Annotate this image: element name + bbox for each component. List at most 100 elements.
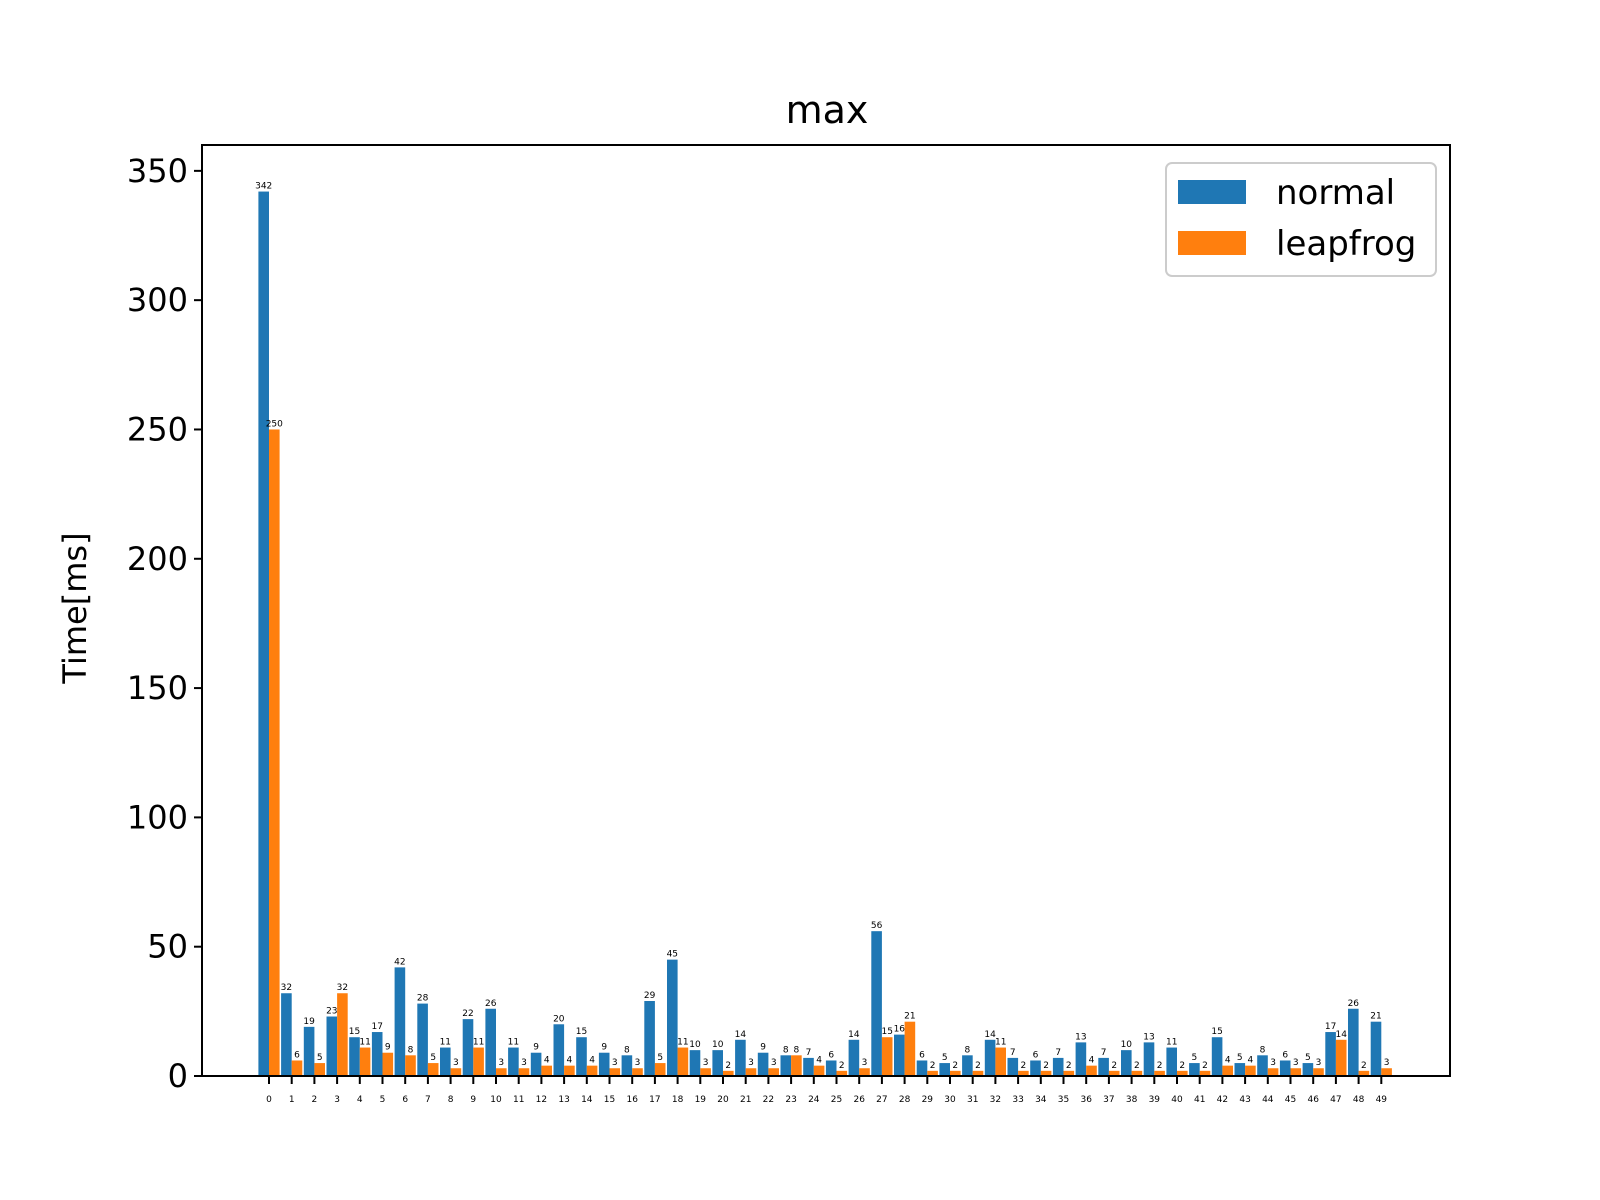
data-label-leapfrog-25: 2 — [839, 1061, 845, 1071]
bar-normal-45 — [1279, 1060, 1291, 1076]
data-label-leapfrog-35: 2 — [1066, 1061, 1072, 1071]
data-label-normal-21: 14 — [735, 1030, 747, 1040]
bar-normal-32 — [984, 1039, 996, 1076]
bar-leapfrog-11 — [518, 1068, 530, 1076]
bar-normal-22 — [757, 1052, 769, 1076]
data-label-leapfrog-0: 250 — [266, 419, 283, 429]
bar-normal-6 — [394, 967, 406, 1076]
bar-leapfrog-38 — [1131, 1070, 1143, 1076]
y-tick-label: 300 — [127, 281, 188, 319]
bar-leapfrog-37 — [1108, 1070, 1120, 1076]
data-label-leapfrog-16: 3 — [635, 1058, 641, 1068]
bar-normal-24 — [803, 1057, 814, 1076]
bar-normal-14 — [576, 1037, 587, 1076]
data-label-normal-30: 5 — [942, 1053, 948, 1063]
x-tick-label: 17 — [649, 1095, 660, 1105]
data-label-normal-35: 7 — [1055, 1048, 1061, 1058]
data-label-normal-22: 9 — [760, 1043, 766, 1053]
bar-leapfrog-35 — [1063, 1070, 1075, 1076]
bar-normal-10 — [485, 1008, 496, 1076]
bar-normal-40 — [1166, 1047, 1177, 1076]
bar-leapfrog-44 — [1267, 1068, 1279, 1076]
y-tick-label: 350 — [127, 152, 188, 190]
x-tick-label: 7 — [425, 1095, 431, 1105]
data-label-leapfrog-42: 4 — [1225, 1056, 1231, 1066]
data-label-leapfrog-17: 5 — [657, 1053, 663, 1063]
x-tick-label: 43 — [1239, 1095, 1250, 1105]
legend-label-leapfrog: leapfrog — [1276, 224, 1416, 264]
data-label-leapfrog-6: 8 — [408, 1045, 414, 1055]
x-tick-label: 39 — [1149, 1095, 1161, 1105]
data-label-normal-43: 5 — [1237, 1053, 1243, 1063]
bar-normal-17 — [644, 1001, 655, 1076]
data-label-normal-2: 19 — [303, 1017, 315, 1027]
data-label-leapfrog-28: 21 — [904, 1012, 915, 1022]
bar-normal-21 — [735, 1039, 746, 1076]
y-tick-label: 150 — [127, 669, 188, 707]
data-label-normal-42: 15 — [1211, 1027, 1222, 1037]
bar-normal-35 — [1052, 1057, 1064, 1076]
bar-normal-8 — [440, 1047, 451, 1076]
bar-leapfrog-13 — [564, 1065, 575, 1076]
bar-leapfrog-8 — [450, 1068, 462, 1076]
data-label-normal-9: 22 — [462, 1009, 473, 1019]
data-label-normal-10: 26 — [485, 999, 497, 1009]
bar-normal-47 — [1325, 1032, 1336, 1076]
data-label-leapfrog-13: 4 — [567, 1056, 573, 1066]
bar-normal-37 — [1098, 1057, 1109, 1076]
bar-leapfrog-39 — [1154, 1070, 1165, 1076]
bar-leapfrog-1 — [291, 1060, 303, 1076]
data-label-normal-36: 13 — [1075, 1032, 1086, 1042]
x-tick-label: 0 — [266, 1095, 272, 1105]
x-tick-label: 30 — [944, 1095, 956, 1105]
data-label-leapfrog-30: 2 — [952, 1061, 958, 1071]
x-tick-label: 25 — [831, 1095, 842, 1105]
bar-leapfrog-30 — [950, 1070, 961, 1076]
data-label-leapfrog-14: 4 — [589, 1056, 595, 1066]
bar-normal-12 — [530, 1052, 542, 1076]
data-label-leapfrog-49: 3 — [1384, 1058, 1390, 1068]
bar-normal-15 — [598, 1052, 610, 1076]
bar-normal-36 — [1075, 1042, 1087, 1076]
bar-leapfrog-31 — [972, 1070, 984, 1076]
data-label-normal-26: 14 — [848, 1030, 860, 1040]
bar-leapfrog-25 — [836, 1070, 848, 1076]
x-tick-label: 31 — [967, 1095, 978, 1105]
bar-normal-33 — [1007, 1057, 1019, 1076]
bar-normal-34 — [1030, 1060, 1041, 1076]
data-label-normal-47: 17 — [1325, 1022, 1336, 1032]
data-label-leapfrog-11: 3 — [521, 1058, 527, 1068]
x-tick-label: 22 — [763, 1095, 774, 1105]
legend-swatch-leapfrog — [1178, 231, 1246, 255]
data-label-normal-18: 45 — [667, 950, 678, 960]
bar-leapfrog-46 — [1313, 1068, 1324, 1076]
bar-leapfrog-26 — [859, 1068, 870, 1076]
bar-leapfrog-27 — [881, 1037, 893, 1076]
data-label-normal-24: 7 — [806, 1048, 812, 1058]
x-tick-label: 8 — [448, 1095, 454, 1105]
x-tick-label: 1 — [289, 1095, 295, 1105]
x-tick-label: 48 — [1353, 1095, 1365, 1105]
data-label-leapfrog-48: 2 — [1361, 1061, 1367, 1071]
data-label-normal-5: 17 — [371, 1022, 382, 1032]
y-tick-label: 100 — [127, 798, 188, 836]
bar-normal-30 — [939, 1063, 950, 1076]
bar-leapfrog-17 — [654, 1063, 666, 1076]
x-tick-label: 10 — [490, 1095, 502, 1105]
data-label-normal-38: 10 — [1121, 1040, 1133, 1050]
bar-leapfrog-33 — [1018, 1070, 1029, 1076]
data-label-leapfrog-22: 3 — [771, 1058, 777, 1068]
plot-area-frame — [201, 144, 1451, 1077]
bar-leapfrog-45 — [1290, 1068, 1302, 1076]
bar-leapfrog-5 — [382, 1052, 394, 1076]
bar-leapfrog-2 — [314, 1063, 325, 1076]
bar-leapfrog-40 — [1177, 1070, 1188, 1076]
chart-title: max — [786, 88, 869, 132]
bar-normal-5 — [371, 1032, 383, 1076]
x-tick-label: 46 — [1307, 1095, 1319, 1105]
data-label-leapfrog-26: 3 — [862, 1058, 868, 1068]
data-label-leapfrog-33: 2 — [1021, 1061, 1027, 1071]
data-label-leapfrog-3: 32 — [337, 983, 348, 993]
